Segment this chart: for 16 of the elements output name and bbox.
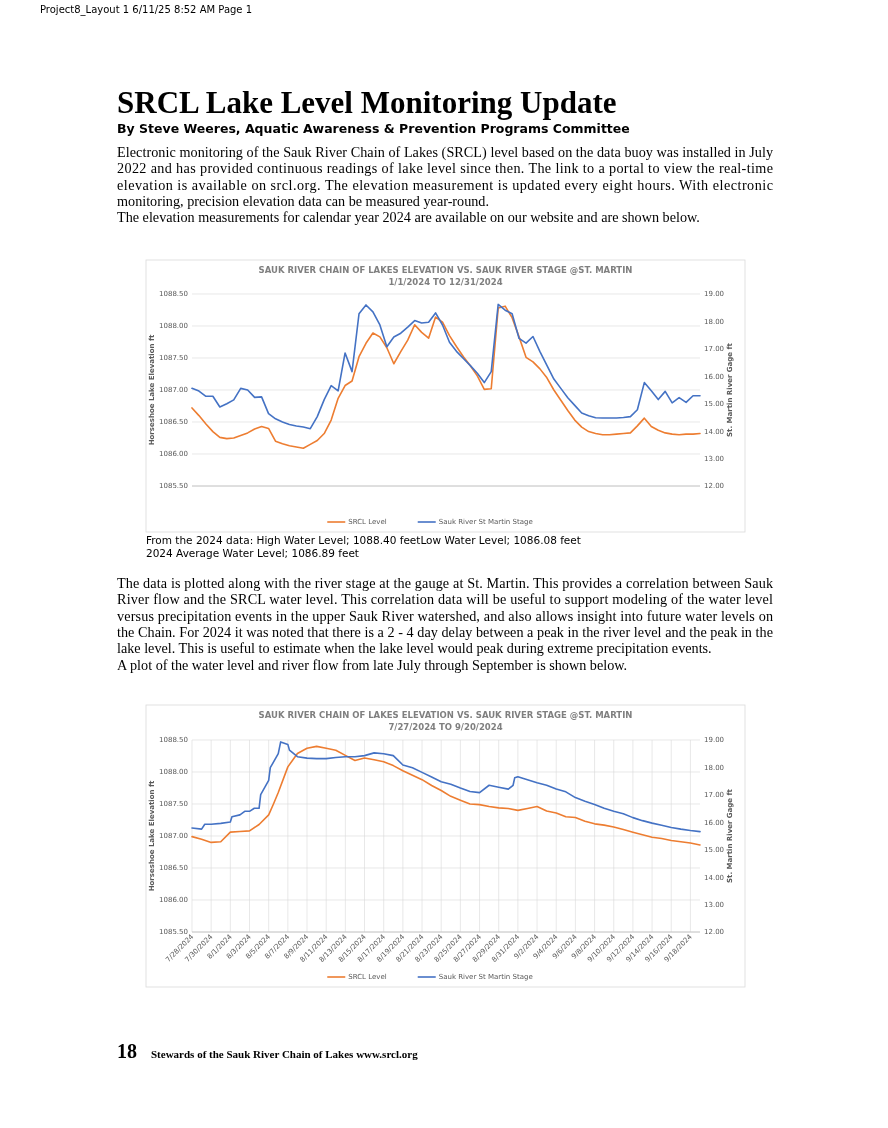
chart-title: SAUK RIVER CHAIN OF LAKES ELEVATION VS. SAUK RIVER STAGE @ST. MARTIN — [258, 710, 633, 720]
text: A plot of the water level and river flow from late July through September is shown below. — [117, 656, 628, 673]
chart-subtitle: 1/1/2024 TO 12/31/2024 — [388, 277, 503, 287]
text: 2024 Average Water Level; 1086.89 feet — [146, 547, 359, 559]
text: Stewards of the Sauk River Chain of Lakes www.srcl.org — [151, 1048, 419, 1060]
text: The elevation measurements for calendar year 2024 are available on our website and are shown below. — [117, 209, 700, 226]
text: By Steve Weeres, Aquatic Awareness & Prevention Programs Committee — [117, 121, 630, 136]
text: Electronic monitoring of the Sauk River Chain of Lakes (SRCL) level based on the data buoy was installed in July 2022 and has provided continuous readings of lake level since then. The link to a portal to view the real-time elevation is available on srcl.org. The elevation measurement is updated every eight hours. With electronic monitoring, precision elevation data can be measured year-round. — [117, 144, 774, 209]
text: The data is plotted along with the river stage at the gauge at St. Martin. This provides a correlation between Sauk River flow and the SRCL water level. This correlation data will be useful to support modeling of the water level versus precipitation events in the upper Sauk River watershed, and also allows insight into future water levels on the Chain. For 2024 it was noted that there is a 2 - 4 day delay between a peak in the river level and the peak in the lake level. This is useful to estimate when the lake level would peak during extreme precipitation events. — [117, 575, 774, 657]
text: SRCL Lake Level Monitoring Update — [117, 85, 617, 120]
text: Project8_Layout 1 6/11/25 8:52 AM Page 1 — [40, 4, 253, 16]
text: 18 — [117, 1040, 137, 1062]
chart-title: SAUK RIVER CHAIN OF LAKES ELEVATION VS. SAUK RIVER STAGE @ST. MARTIN — [258, 265, 633, 275]
text: From the 2024 data: High Water Level; 1088.40 feetLow Water Level; 1086.08 feet — [146, 534, 581, 546]
line-series — [191, 745, 701, 846]
chart-subtitle: 7/27/2024 TO 9/20/2024 — [388, 722, 503, 732]
